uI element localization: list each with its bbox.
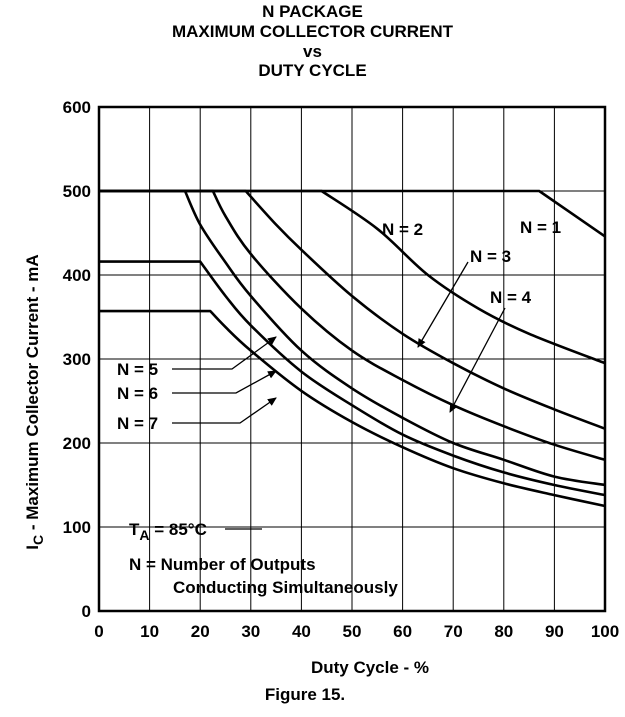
x-tick-70: 70 xyxy=(444,622,463,641)
chart-title-line-2: MAXIMUM COLLECTOR CURRENT xyxy=(171,22,454,41)
note-line-1: N = Number of Outputs xyxy=(129,555,316,574)
series-line-n5 xyxy=(183,190,606,487)
curves xyxy=(99,189,606,508)
y-tick-200: 200 xyxy=(63,434,91,453)
chart-title-line-3: vs xyxy=(303,42,322,61)
curve-label-n4: N = 4 xyxy=(490,288,532,307)
chart-title-line-4: DUTY CYCLE xyxy=(258,61,367,80)
y-tick-500: 500 xyxy=(63,182,91,201)
series-line-n2 xyxy=(99,189,606,365)
leader-n4 xyxy=(449,307,506,413)
y-tick-600: 600 xyxy=(63,98,91,117)
x-tick-0: 0 xyxy=(94,622,103,641)
leader-n5 xyxy=(172,336,277,370)
series-line-n1 xyxy=(99,189,606,238)
x-axis-title: Duty Cycle - % xyxy=(311,658,429,677)
y-tick-400: 400 xyxy=(63,266,91,285)
leader-n7 xyxy=(172,397,277,424)
series-line-n6 xyxy=(99,260,606,497)
x-tick-80: 80 xyxy=(494,622,513,641)
ta-annotation: TA = 85°C xyxy=(129,520,207,543)
x-tick-10: 10 xyxy=(140,622,159,641)
y-tick-0: 0 xyxy=(82,602,91,621)
y-tick-100: 100 xyxy=(63,518,91,537)
series-line-n4 xyxy=(99,189,606,462)
x-tick-90: 90 xyxy=(545,622,564,641)
curve-label-n6: N = 6 xyxy=(117,384,158,403)
curve-label-n2: N = 2 xyxy=(382,220,423,239)
x-tick-50: 50 xyxy=(343,622,362,641)
y-tick-300: 300 xyxy=(63,350,91,369)
x-tick-60: 60 xyxy=(393,622,412,641)
x-tick-40: 40 xyxy=(292,622,311,641)
x-tick-30: 30 xyxy=(241,622,260,641)
curve-label-n7: N = 7 xyxy=(117,414,158,433)
x-tick-20: 20 xyxy=(191,622,210,641)
curve-label-n1: N = 1 xyxy=(520,218,561,237)
x-tick-100: 100 xyxy=(591,622,619,641)
curve-label-n3: N = 3 xyxy=(470,247,511,266)
note-line-2: Conducting Simultaneously xyxy=(173,578,398,597)
curve-label-n5: N = 5 xyxy=(117,360,158,379)
y-tick-labels: 0 100 200 300 400 500 600 xyxy=(63,98,91,621)
x-tick-labels: 0 10 20 30 40 50 60 70 80 90 100 xyxy=(94,622,619,641)
plot-frame xyxy=(97,105,607,613)
series-line-n7 xyxy=(99,309,606,508)
series-line-n3 xyxy=(99,189,606,430)
figure-caption: Figure 15. xyxy=(265,685,345,704)
leader-n6 xyxy=(172,370,277,394)
y-axis-title: IC - Maximum Collector Current - mA xyxy=(23,254,46,549)
leader-n3 xyxy=(417,261,469,348)
chart-title-line-1: N PACKAGE xyxy=(262,2,363,21)
